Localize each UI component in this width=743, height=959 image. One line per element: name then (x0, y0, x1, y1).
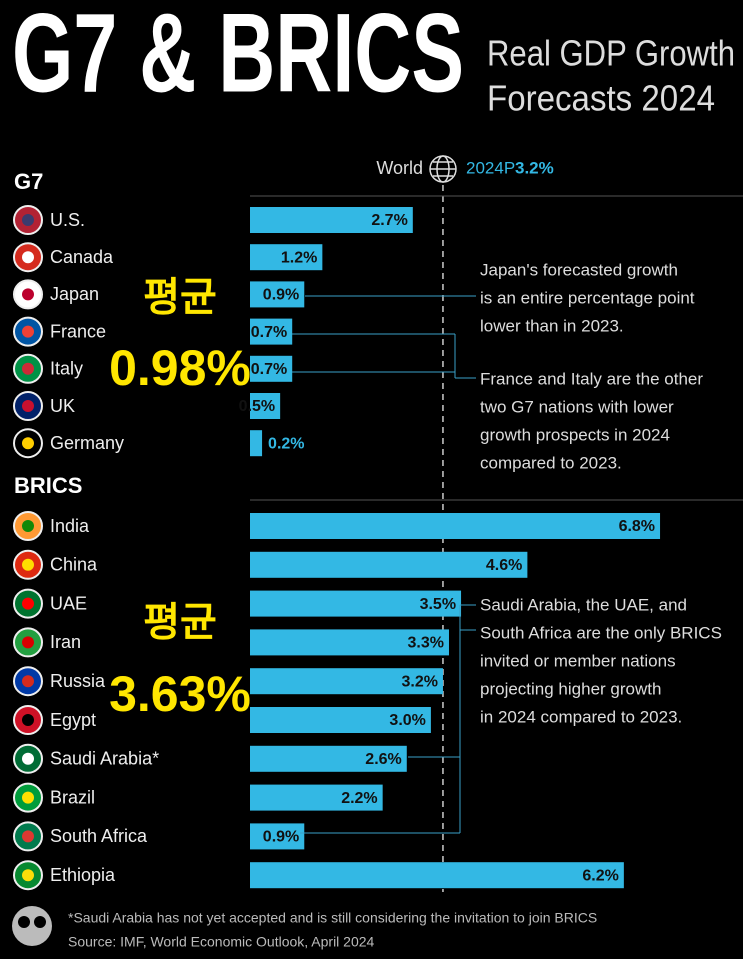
category-label: UAE (50, 593, 87, 613)
value-label: 4.6% (486, 557, 522, 574)
footnote: *Saudi Arabia has not yet accepted and i… (68, 910, 597, 926)
bar (250, 430, 263, 457)
value-label: 6.8% (619, 518, 655, 535)
flag-icon-detail (22, 869, 34, 882)
category-label: Brazil (50, 787, 95, 807)
flag-icon-detail (22, 752, 34, 765)
flag-icon-detail (22, 830, 34, 843)
value-label: 0.5% (239, 398, 275, 415)
average-value: 3.63% (109, 666, 251, 722)
flag-icon-detail (22, 251, 34, 264)
value-label: 3.0% (389, 712, 425, 729)
subtitle: Forecasts 2024 (487, 78, 715, 119)
flag-icon-detail (22, 437, 34, 450)
value-label: 2.6% (365, 751, 401, 768)
category-label: Russia (50, 671, 106, 691)
flag-icon-detail (22, 325, 34, 338)
flag-icon-detail (22, 288, 34, 301)
flag-icon-detail (22, 520, 34, 532)
category-label: China (50, 555, 98, 575)
flag-icon-detail (22, 214, 34, 226)
value-label: 6.2% (582, 867, 618, 884)
value-label: 0.7% (251, 324, 287, 341)
category-label: South Africa (50, 826, 148, 846)
flag-icon-detail (22, 714, 34, 726)
annotation: compared to 2023. (480, 453, 622, 472)
chart-title: G7 & BRICS (12, 0, 464, 116)
value-label: 3.2% (401, 673, 437, 690)
value-label: 1.2% (281, 249, 317, 266)
flag-icon-detail (22, 362, 34, 375)
value-label: 0.2% (268, 435, 304, 452)
category-label: France (50, 321, 106, 341)
value-label: 2.7% (371, 212, 407, 229)
bar (250, 590, 462, 617)
value-label: 3.3% (408, 635, 444, 652)
bar (250, 668, 443, 695)
annotation: lower than in 2023. (480, 316, 624, 335)
subtitle: Real GDP Growth (487, 33, 735, 74)
bar (250, 281, 305, 308)
bar (250, 551, 528, 578)
bar (250, 393, 281, 419)
annotation: growth prospects in 2024 (480, 425, 670, 444)
flag-icon-detail (22, 791, 34, 804)
globe-icon (429, 155, 457, 183)
flag-icon-detail (22, 636, 34, 649)
category-label: U.S. (50, 210, 85, 230)
value-label: 2.2% (341, 790, 377, 807)
flag-icon-detail (22, 675, 34, 688)
annotation: France and Italy are the other (480, 369, 703, 388)
bar (250, 318, 293, 345)
annotation: Saudi Arabia, the UAE, and (480, 595, 687, 614)
category-label: India (50, 516, 90, 536)
average-title: 평균 (143, 276, 217, 320)
annotation: Japan's forecasted growth (480, 260, 678, 279)
logo (12, 906, 52, 946)
annotation: invited or member nations (480, 651, 676, 670)
value-label: 0.7% (251, 361, 287, 378)
flag-icon-detail (22, 558, 34, 571)
average-value: 0.98% (109, 340, 251, 396)
value-label: 0.9% (263, 287, 299, 304)
bar (250, 707, 431, 733)
annotation: projecting higher growth (480, 679, 661, 698)
bar (250, 823, 305, 850)
reference-label: 2024P (466, 158, 515, 177)
bar (250, 244, 323, 271)
source: Source: IMF, World Economic Outlook, Apr… (68, 934, 375, 950)
flag-icon-detail (22, 597, 34, 610)
bar (250, 629, 449, 656)
annotation: is an entire percentage point (480, 288, 695, 307)
category-label: Germany (50, 433, 124, 453)
average-title: 평균 (143, 601, 217, 645)
bar (250, 784, 383, 811)
category-label: Ethiopia (50, 865, 116, 885)
category-label: Saudi Arabia* (50, 749, 159, 769)
bar (250, 862, 624, 889)
bar (250, 513, 661, 539)
reference-name: World (376, 158, 423, 178)
category-label: Japan (50, 284, 99, 304)
bar (250, 355, 293, 382)
group-label: G7 (14, 169, 43, 194)
annotation: two G7 nations with lower (480, 397, 674, 416)
annotation: in 2024 compared to 2023. (480, 707, 682, 726)
category-label: Egypt (50, 710, 96, 730)
group-label: BRICS (14, 473, 82, 498)
annotation: South Africa are the only BRICS (480, 623, 722, 642)
category-label: Iran (50, 632, 81, 652)
bar (250, 207, 413, 233)
value-label: 3.5% (420, 596, 456, 613)
category-label: UK (50, 396, 75, 416)
category-label: Italy (50, 359, 83, 379)
flag-icon-detail (22, 400, 34, 412)
reference-value-label: 3.2% (515, 158, 554, 177)
category-label: Canada (50, 247, 114, 267)
bar (250, 745, 407, 772)
value-label: 0.9% (263, 829, 299, 846)
